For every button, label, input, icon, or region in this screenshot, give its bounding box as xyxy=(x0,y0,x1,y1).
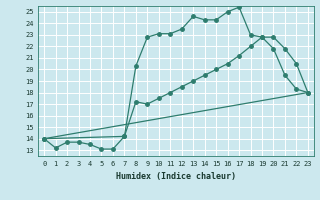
X-axis label: Humidex (Indice chaleur): Humidex (Indice chaleur) xyxy=(116,172,236,181)
